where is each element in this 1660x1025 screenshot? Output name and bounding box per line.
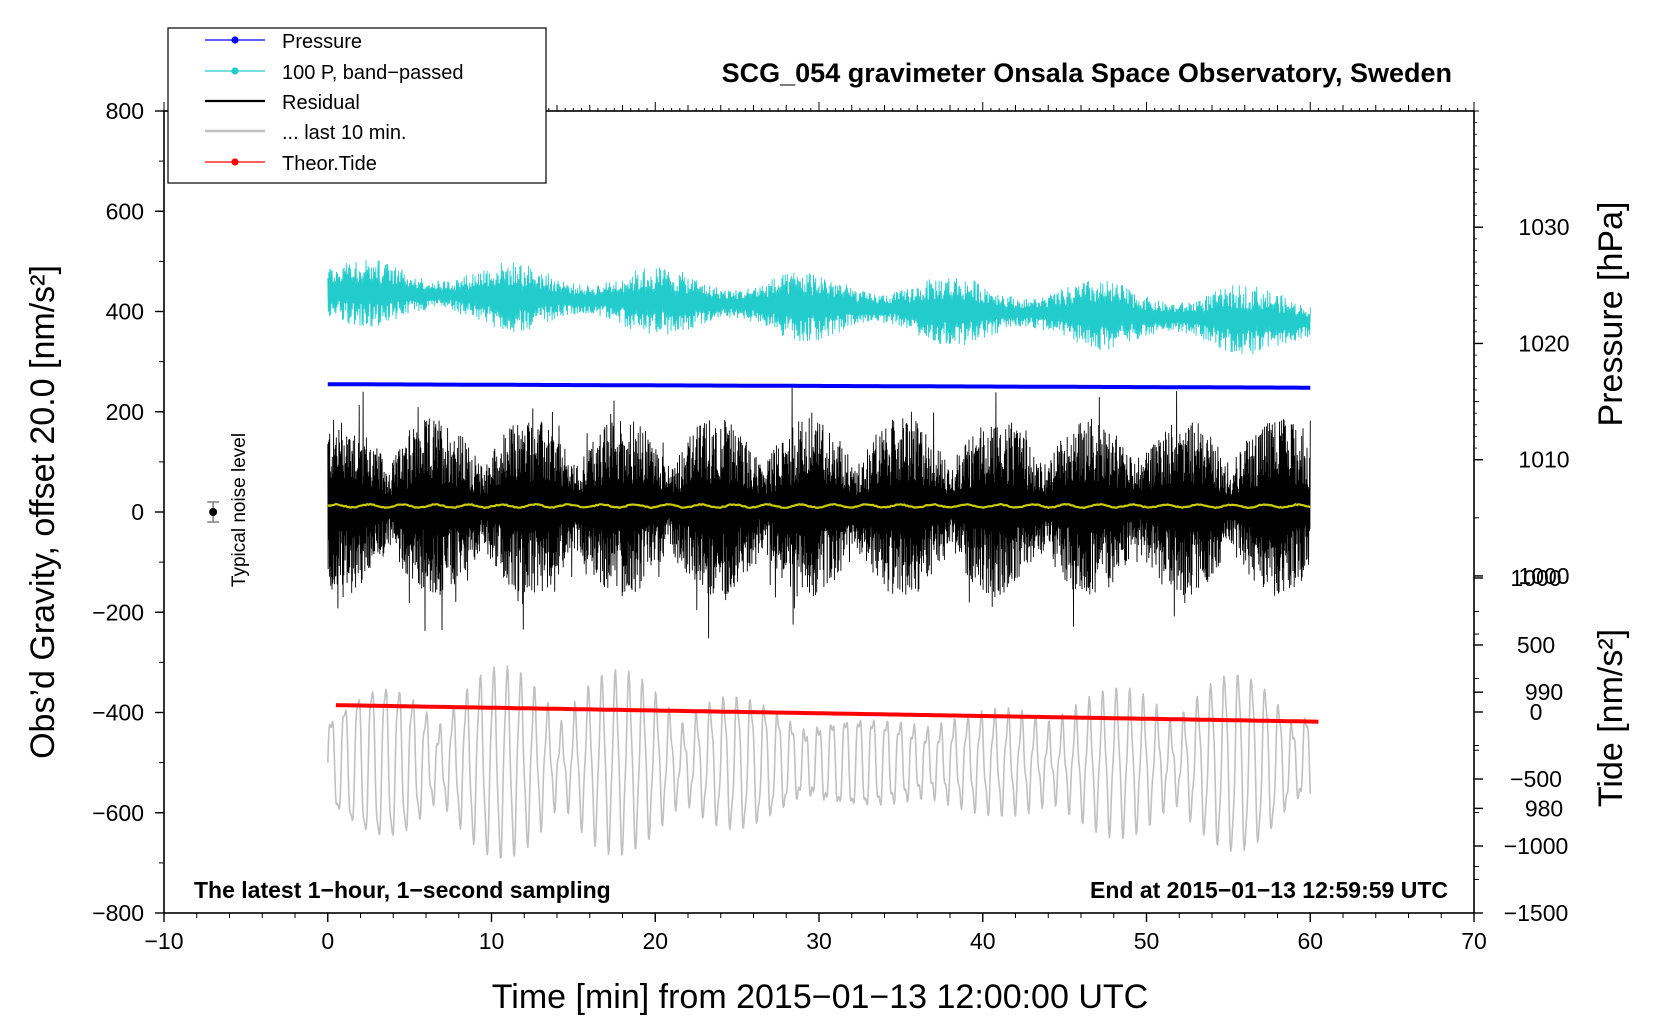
x-tick-label: 60 [1297,928,1323,954]
x-tick-label: 70 [1461,928,1487,954]
tide-tick-label: −500 [1510,766,1562,792]
legend-entry-last10: ... last 10 min. [205,122,407,144]
x-axis-title: Time [min] from 2015−01−13 12:00:00 UTC [492,978,1148,1016]
legend-entry-bandpassed: 100 P, band−passed [205,62,463,84]
legend: Pressure 100 P, band−passed Residual ...… [167,27,547,184]
ticks-layer: −10 0 10 20 30 40 50 60 708006004002000−200−400−… [92,98,1569,954]
x-tick-label: −10 [144,928,183,954]
pressure-tick-label: 990 [1525,679,1563,705]
x-tick-label: 50 [1134,928,1160,954]
x-tick-label: 10 [479,928,505,954]
noise-marker-dot [209,508,218,516]
y-tick-label: 200 [106,399,144,425]
legend-entry-tide: Theor.Tide [205,153,377,175]
pressure-tick-label: 1030 [1518,214,1569,240]
tide-tick-label: −1000 [1504,833,1569,859]
x-tick-label: 40 [970,928,996,954]
annotation-sampling: The latest 1−hour, 1−second sampling [194,877,611,903]
y-tick-label: 600 [106,198,144,224]
legend-entry-pressure: Pressure [205,31,362,53]
y-tick-label: −600 [92,800,144,826]
x-tick-label: 30 [806,928,832,954]
x-tick-label: 0 [321,928,334,954]
pressure-tick-label: 1010 [1518,447,1569,473]
svg-text:100 P, band−passed: 100 P, band−passed [282,62,463,84]
y-tick-label: −800 [92,900,144,926]
chart-title: SCG_054 gravimeter Onsala Space Observat… [722,58,1452,88]
noise-level-label: Typical noise level [229,433,250,587]
series-pressure [327,382,1311,390]
legend-entry-residual: Residual [205,92,360,114]
series-bandpassed-pressure [327,259,1311,355]
pressure-tick-label: 980 [1525,795,1563,821]
y-tick-label: 0 [131,499,144,525]
y-tick-label: 800 [106,98,144,124]
y-axis-title-tide: Tide [nm/s²] [1592,629,1630,807]
svg-text:Pressure: Pressure [282,31,362,53]
svg-text:Theor.Tide: Theor.Tide [282,153,377,175]
pressure-tick-label: 1000 [1518,563,1569,589]
y-tick-label: −200 [92,599,144,625]
tide-tick-label: 1000 [1510,565,1561,591]
tide-tick-label: 0 [1530,699,1543,725]
svg-text:Residual: Residual [282,92,360,114]
series-last-10-min [327,665,1312,859]
tide-tick-label: 500 [1517,632,1555,658]
series-layer [207,259,1319,859]
y-axis-title-left: Obs’d Gravity, offset 20.0 [nm/s²] [24,265,62,759]
series-residual [327,387,1311,639]
series-residual-smoothed [327,502,1311,510]
svg-text:... last 10 min.: ... last 10 min. [282,122,407,144]
series-theoretical-tide [335,703,1319,724]
tide-tick-label: −1500 [1504,900,1569,926]
y-axis-title-pressure: Pressure [hPa] [1592,202,1630,427]
y-tick-label: 400 [106,299,144,325]
pressure-tick-label: 1020 [1518,330,1569,356]
x-tick-label: 20 [642,928,668,954]
annotation-end-time: End at 2015−01−13 12:59:59 UTC [1090,877,1448,903]
y-tick-label: −400 [92,700,144,726]
legend-box [167,27,547,184]
